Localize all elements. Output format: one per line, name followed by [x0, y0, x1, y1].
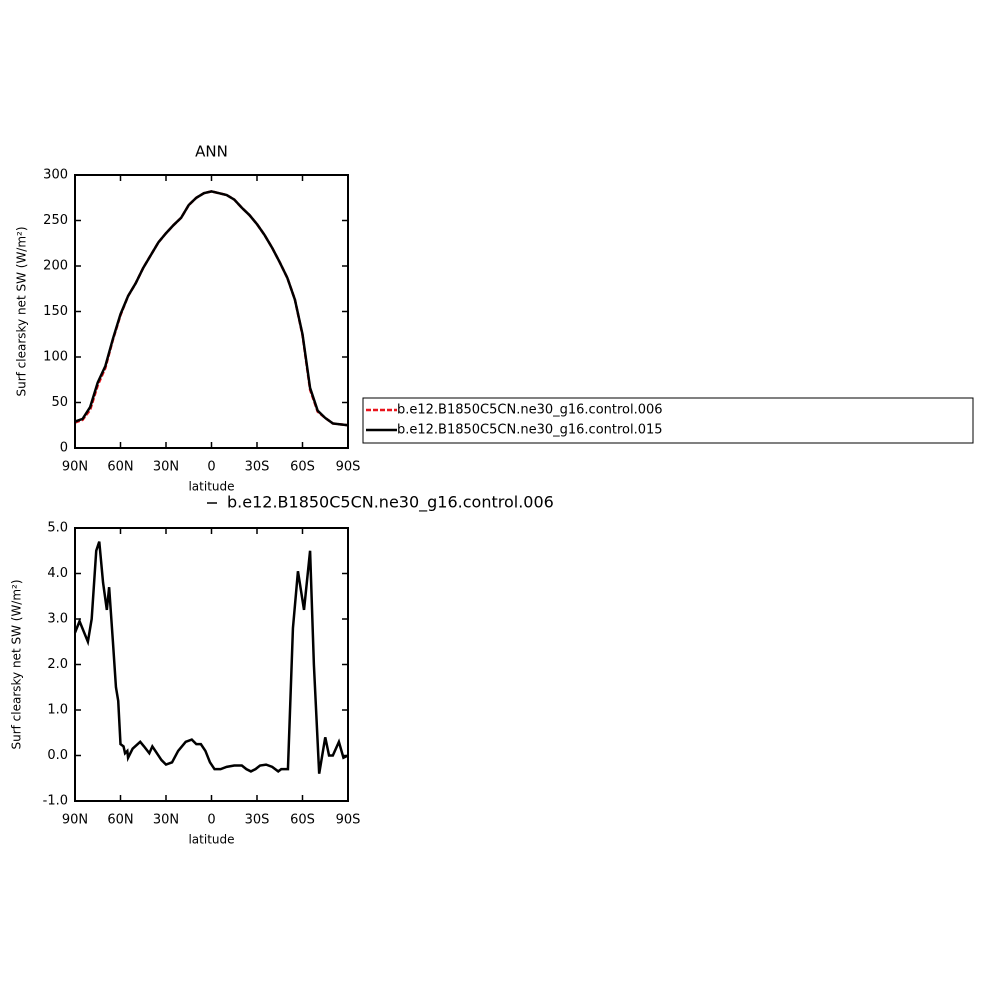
legend-label: b.e12.B1850C5CN.ne30_g16.control.006: [227, 493, 554, 513]
x-tick-label: 30S: [245, 460, 270, 475]
y-tick-label: 150: [43, 304, 68, 319]
x-tick-label: 30N: [153, 813, 179, 828]
y-tick-label: 0: [60, 441, 68, 456]
x-tick-label: 90N: [62, 813, 88, 828]
y-tick-label: 1.0: [47, 703, 68, 718]
x-tick-label: 60N: [107, 460, 133, 475]
chart-title: ANN: [195, 143, 228, 161]
x-tick-label: 0: [207, 460, 215, 475]
x-tick-label: 60S: [290, 460, 315, 475]
legend-label: b.e12.B1850C5CN.ne30_g16.control.015: [397, 423, 663, 438]
y-axis-label: Surf clearsky net SW (W/m²): [15, 226, 29, 396]
plot-frame: [74, 174, 349, 449]
y-tick-label: 50: [51, 395, 68, 410]
y-tick-label: 2.0: [47, 657, 68, 672]
x-axis-label: latitude: [188, 480, 234, 494]
x-tick-label: 90S: [336, 460, 361, 475]
y-tick-label: -1.0: [43, 794, 68, 809]
x-tick-label: 30N: [153, 460, 179, 475]
y-tick-label: 200: [43, 259, 68, 274]
data-line: [73, 541, 349, 774]
legend-label: b.e12.B1850C5CN.ne30_g16.control.006: [397, 403, 663, 418]
x-tick-label: 60N: [107, 813, 133, 828]
x-tick-label: 90S: [336, 813, 361, 828]
x-tick-label: 90N: [62, 460, 88, 475]
y-tick-label: 100: [43, 350, 68, 365]
x-tick-label: 0: [207, 813, 215, 828]
y-tick-label: 300: [43, 168, 68, 183]
x-tick-label: 30S: [245, 813, 270, 828]
y-tick-label: 4.0: [47, 566, 68, 581]
y-tick-label: 0.0: [47, 748, 68, 763]
y-tick-label: 250: [43, 213, 68, 228]
legend-box: [362, 397, 974, 444]
y-tick-label: 3.0: [47, 612, 68, 627]
data-line: [74, 190, 349, 427]
x-tick-label: 60S: [290, 813, 315, 828]
x-axis-label: latitude: [188, 833, 234, 847]
y-tick-label: 5.0: [47, 521, 68, 536]
data-line: [74, 190, 349, 427]
y-axis-label: Surf clearsky net SW (W/m²): [10, 579, 24, 749]
